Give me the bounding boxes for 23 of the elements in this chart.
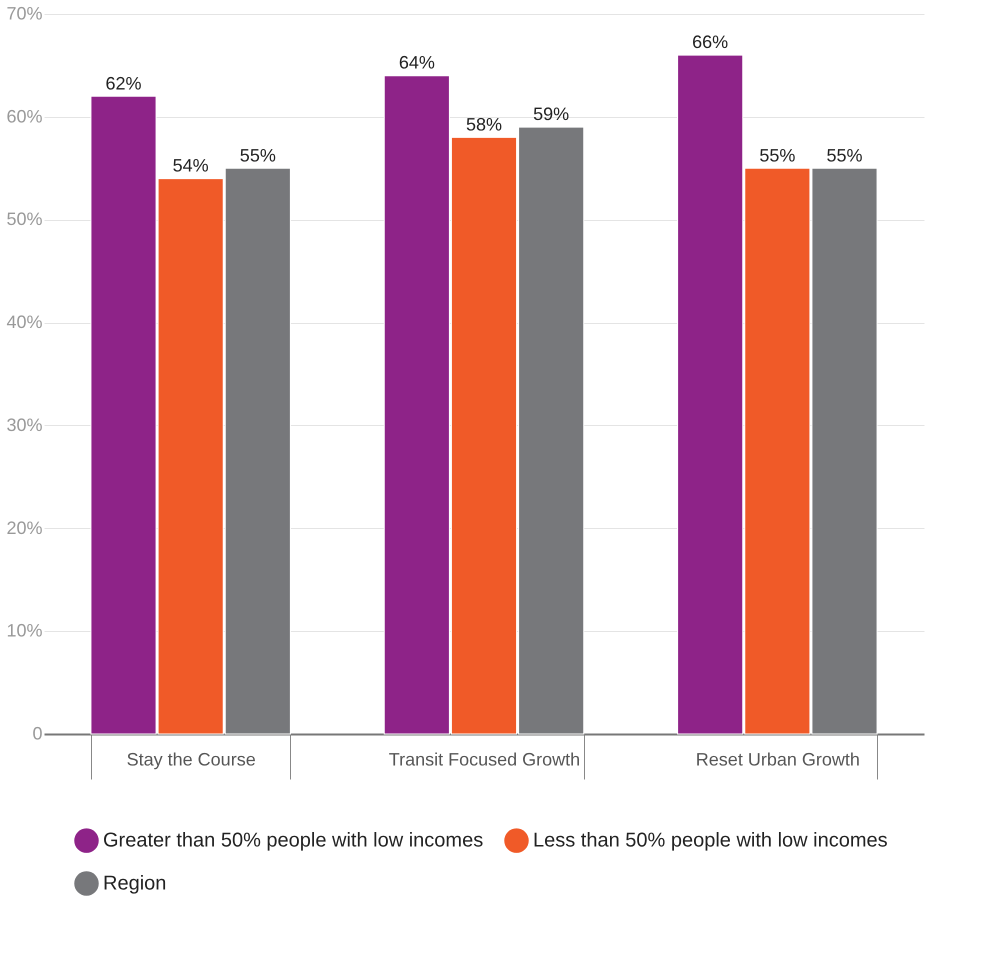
- y-tick-label: 50%: [6, 209, 42, 230]
- x-tick-label: Stay the Course: [126, 750, 256, 770]
- legend-label: Less than 50% people with low incomes: [533, 830, 888, 852]
- data-label: 54%: [172, 156, 209, 176]
- data-label: 62%: [105, 73, 142, 94]
- data-label: 58%: [466, 114, 502, 134]
- data-label: 59%: [533, 104, 570, 124]
- data-label: 55%: [826, 145, 863, 166]
- y-tick-label: 10%: [6, 620, 42, 641]
- y-tick-label: 30%: [6, 414, 42, 435]
- y-tick-label: 40%: [6, 312, 42, 332]
- data-label: 66%: [692, 32, 728, 52]
- y-tick-label: 60%: [6, 106, 42, 126]
- legend-label: Region: [103, 872, 166, 894]
- y-tick-label: 0: [32, 724, 42, 744]
- y-tick-label: 70%: [6, 4, 42, 24]
- data-label: 64%: [398, 52, 435, 73]
- y-tick-label: 20%: [6, 518, 42, 538]
- legend-label: Greater than 50% people with low incomes: [103, 830, 484, 852]
- data-label: 55%: [240, 145, 276, 166]
- x-tick-label: Reset Urban Growth: [696, 750, 860, 770]
- data-label: 55%: [759, 145, 796, 166]
- x-tick-label: Transit Focused Growth: [388, 750, 580, 770]
